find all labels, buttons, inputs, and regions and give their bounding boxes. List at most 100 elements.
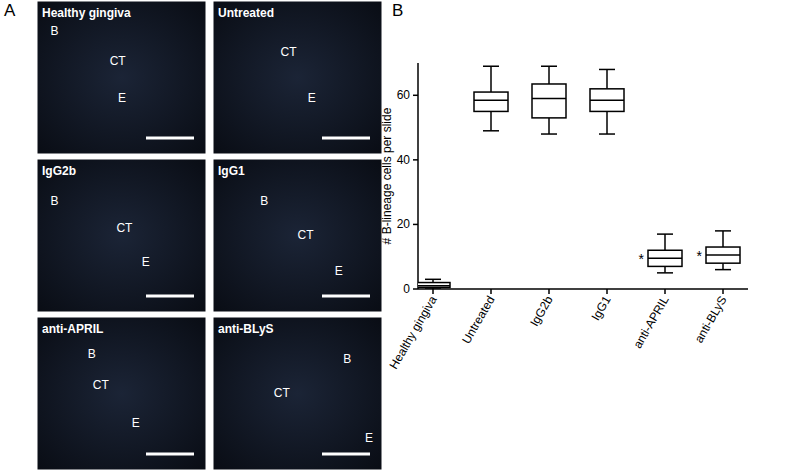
region-label: E xyxy=(335,264,343,278)
max-cap xyxy=(715,230,731,232)
median xyxy=(648,258,682,260)
max-cap xyxy=(541,65,557,67)
min-cap xyxy=(715,269,731,271)
box-body xyxy=(648,250,682,266)
lower-whisker xyxy=(490,111,492,130)
image-tile xyxy=(37,317,206,470)
max-cap xyxy=(425,279,441,281)
region-label: E xyxy=(142,255,150,269)
lower-whisker xyxy=(664,266,666,272)
max-cap xyxy=(599,69,615,71)
y-tick-label: 0 xyxy=(403,282,410,296)
figure: A Healthy gingiva B CT E Untreated CT E IgG2b B CT… xyxy=(0,0,800,474)
upper-whisker xyxy=(606,69,608,88)
micrograph: IgG1 B CT E xyxy=(213,159,382,312)
x-tick xyxy=(432,289,434,294)
max-cap xyxy=(657,233,673,235)
median xyxy=(590,99,624,101)
scale-bar xyxy=(322,295,370,298)
x-tick-label: IgG2b xyxy=(527,293,556,329)
x-axis xyxy=(418,288,748,290)
median xyxy=(418,285,450,287)
box-body xyxy=(590,89,624,112)
region-label: B xyxy=(260,194,268,208)
box-body xyxy=(474,92,508,111)
box xyxy=(532,66,566,134)
lower-whisker xyxy=(722,263,724,269)
box-body xyxy=(706,247,740,263)
micrograph: Untreated CT E xyxy=(213,1,382,154)
median xyxy=(706,254,740,256)
image-title: IgG1 xyxy=(218,164,245,178)
image-tile xyxy=(37,159,206,312)
y-tick xyxy=(413,224,418,226)
lower-whisker xyxy=(606,111,608,134)
region-label: CT xyxy=(274,386,291,400)
region-label: E xyxy=(308,91,316,105)
image-title: IgG2b xyxy=(42,164,76,178)
x-tick xyxy=(548,289,550,294)
image-title: Healthy gingiva xyxy=(42,6,131,20)
y-tick xyxy=(413,288,418,290)
significance-marker: * xyxy=(697,248,703,264)
region-label: CT xyxy=(110,54,127,68)
min-cap xyxy=(599,133,615,135)
plot-area xyxy=(418,66,740,289)
panel-label: B xyxy=(392,1,403,20)
max-cap xyxy=(483,65,499,67)
micrograph: IgG2b B CT E xyxy=(37,159,206,312)
min-cap xyxy=(657,272,673,274)
x-tick-label: anti-APRIL xyxy=(630,293,671,351)
x-tick-label: anti-BLyS xyxy=(692,294,730,346)
scale-bar xyxy=(146,295,194,298)
region-label: E xyxy=(365,431,373,445)
box xyxy=(706,231,740,270)
y-tick xyxy=(413,95,418,97)
median xyxy=(474,99,508,101)
scale-bar xyxy=(322,137,370,140)
upper-whisker xyxy=(490,66,492,92)
y-tick-label: 20 xyxy=(397,217,411,231)
micrograph: anti-BLyS B CT E xyxy=(213,317,382,470)
image-title: anti-APRIL xyxy=(42,322,103,336)
micrograph: anti-APRIL B CT E xyxy=(37,317,206,470)
region-label: B xyxy=(51,194,59,208)
x-tick xyxy=(664,289,666,294)
upper-whisker xyxy=(722,231,724,247)
x-tick xyxy=(490,289,492,294)
region-label: E xyxy=(132,416,140,430)
scale-bar xyxy=(146,453,194,456)
region-label: CT xyxy=(93,378,110,392)
box-body xyxy=(418,283,450,288)
panel-label: A xyxy=(4,1,16,20)
region-label: B xyxy=(343,352,351,366)
x-tick-label: Healthy gingiva xyxy=(386,293,439,371)
region-label: B xyxy=(88,347,96,361)
y-tick xyxy=(413,159,418,161)
region-label: CT xyxy=(281,45,298,59)
image-title: anti-BLyS xyxy=(218,322,274,336)
min-cap xyxy=(425,288,441,289)
region-label: CT xyxy=(116,221,133,235)
scale-bar xyxy=(322,453,370,456)
x-tick xyxy=(606,289,608,294)
image-tile xyxy=(213,1,382,154)
upper-whisker xyxy=(664,234,666,250)
x-tick-label: IgG1 xyxy=(588,293,613,323)
y-tick-label: 60 xyxy=(397,88,411,102)
x-tick-label: Untreated xyxy=(459,294,497,347)
lower-whisker xyxy=(548,118,550,134)
region-label: CT xyxy=(298,228,315,242)
region-label: B xyxy=(51,24,59,38)
image-tile xyxy=(37,1,206,154)
min-cap xyxy=(541,133,557,135)
region-label: E xyxy=(118,91,126,105)
min-cap xyxy=(483,130,499,132)
image-title: Untreated xyxy=(218,6,274,20)
box xyxy=(648,234,682,273)
box xyxy=(418,279,450,289)
y-tick-label: 40 xyxy=(397,153,411,167)
image-tile xyxy=(213,159,382,312)
micrograph: Healthy gingiva B CT E xyxy=(37,1,206,154)
median xyxy=(532,98,566,100)
